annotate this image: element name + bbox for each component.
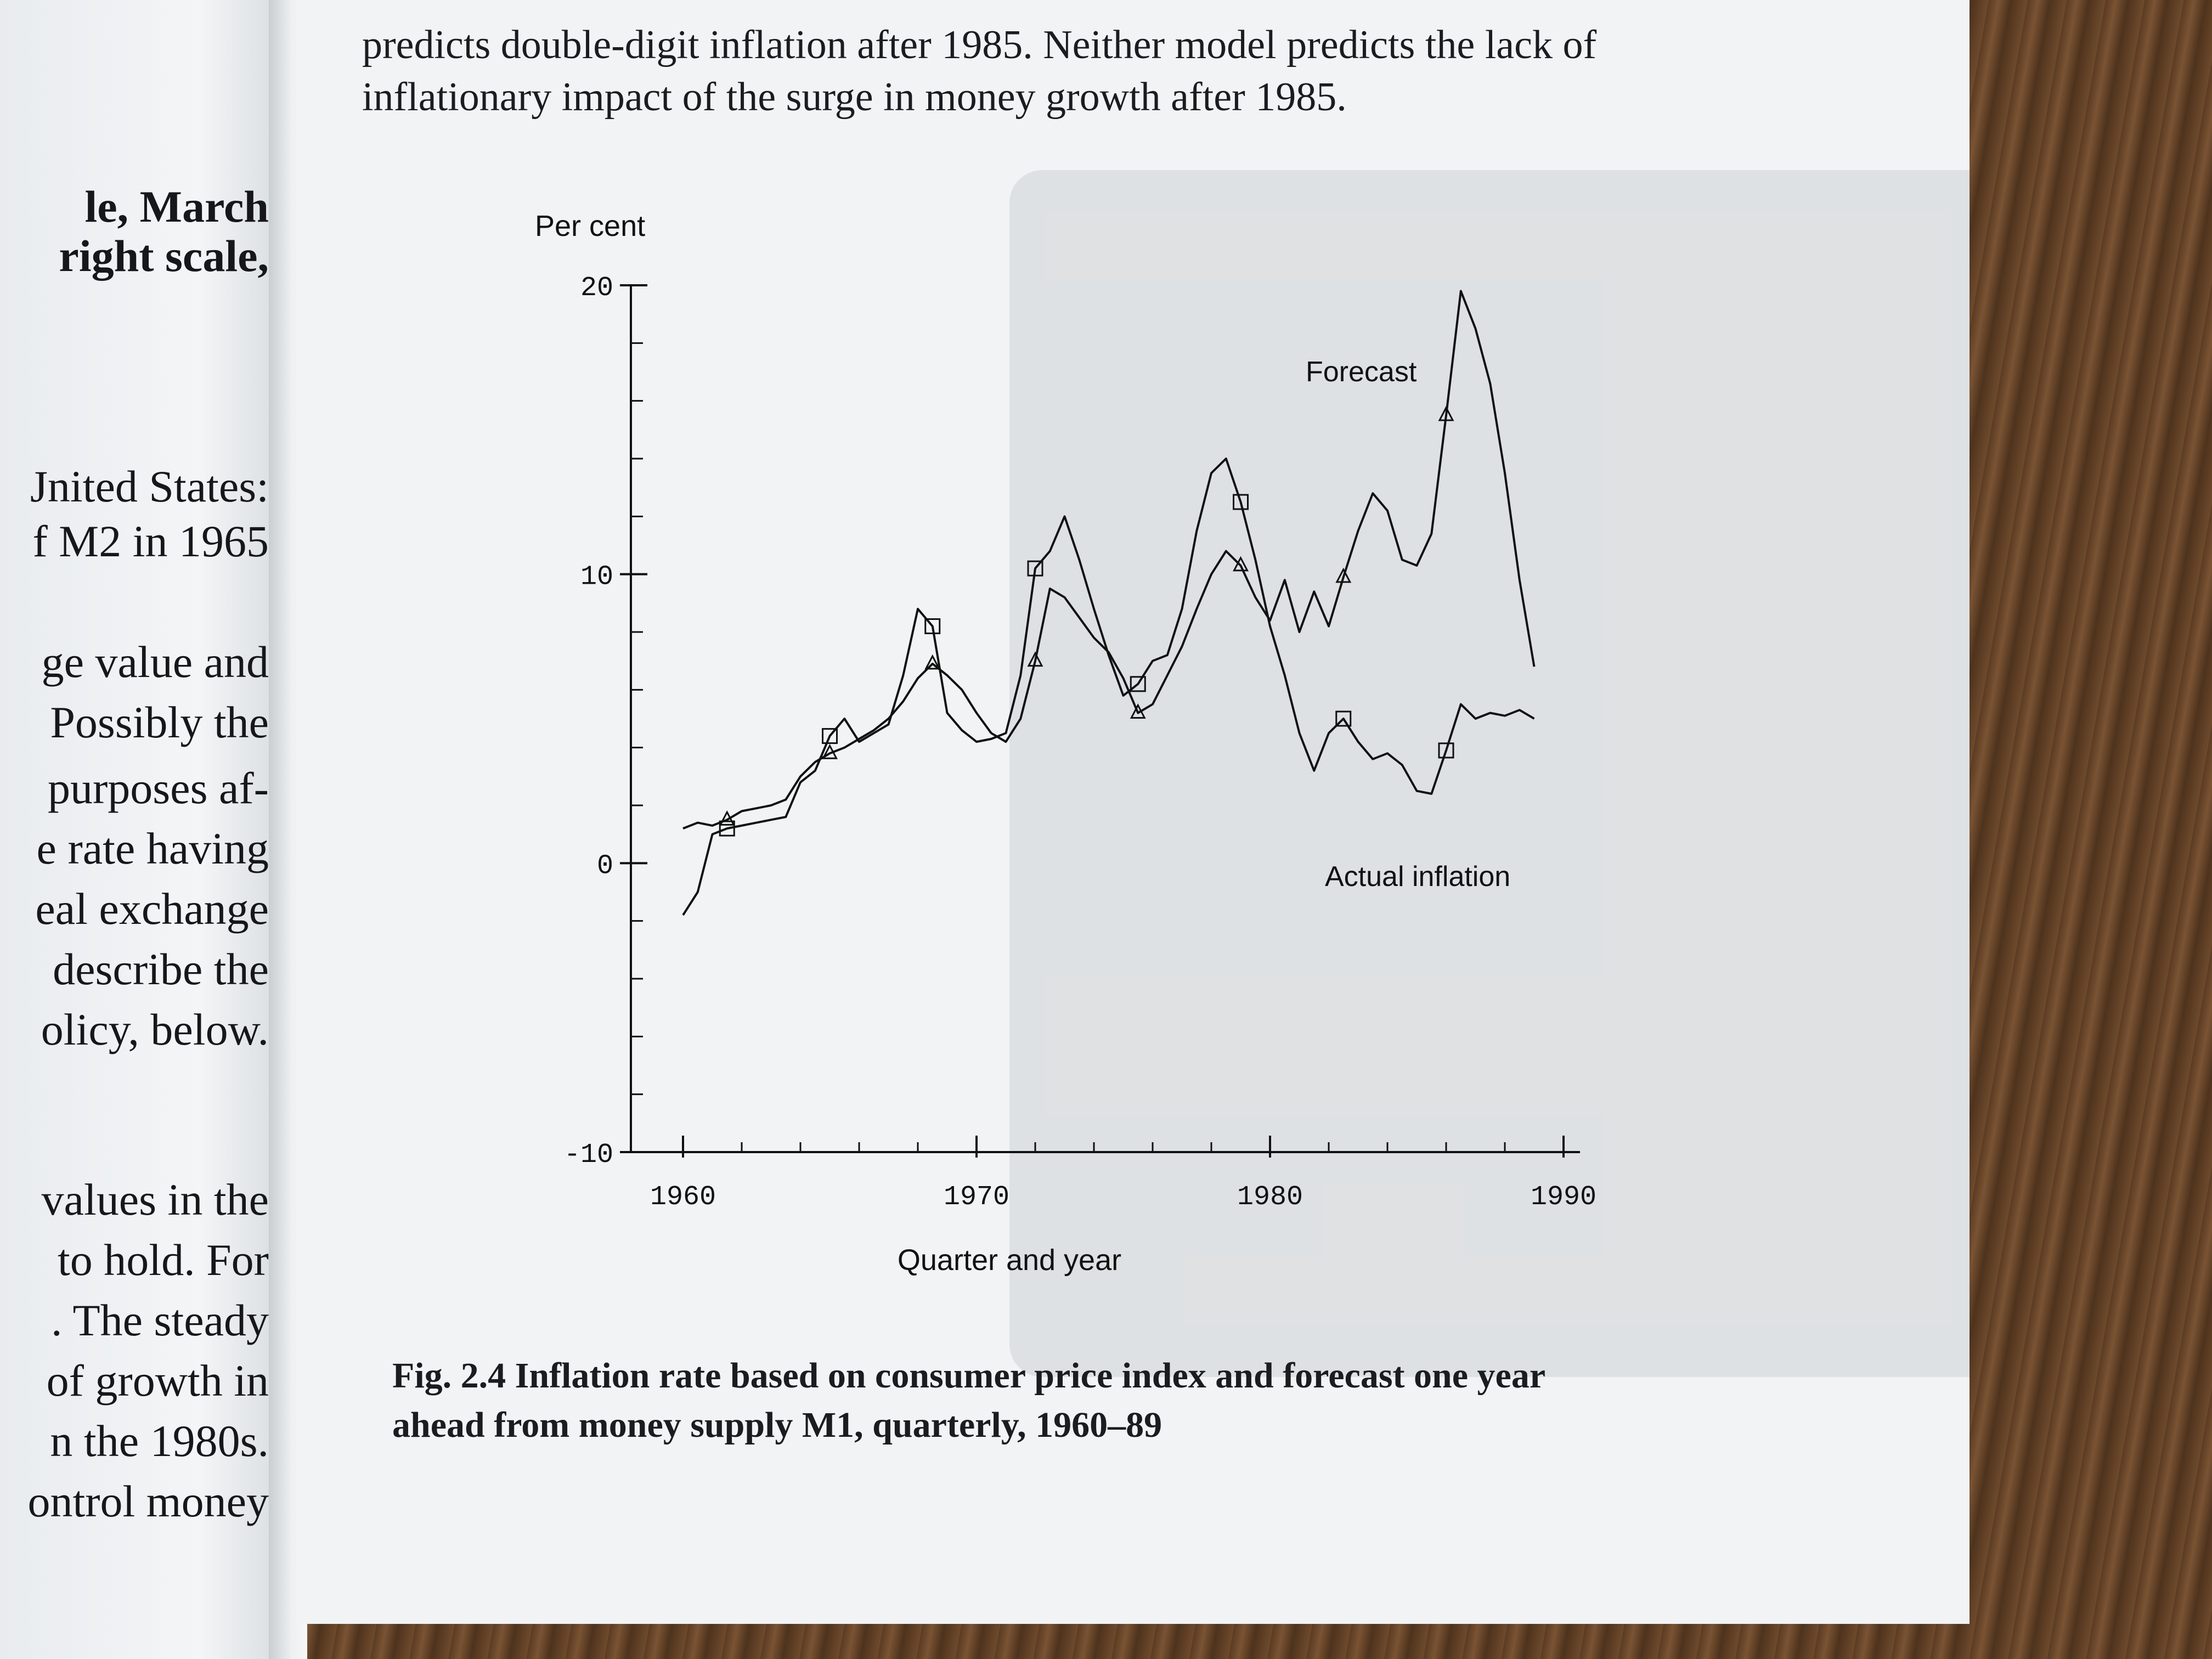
inflation-chart: Per cent Quarter and year Forecast Actua… [535, 210, 1596, 1277]
left-page-text-line: describe the [53, 944, 269, 994]
figure-caption-line-1: Fig. 2.4 Inflation rate based on consume… [392, 1356, 1546, 1396]
body-text-line-1: predicts double-digit inflation after 19… [362, 22, 1597, 67]
left-page-text-line: n the 1980s. [50, 1416, 269, 1466]
right-page [296, 0, 1970, 1624]
left-page-text-line: eal exchange [35, 884, 269, 934]
left-page-text-line: values in the [41, 1175, 269, 1224]
left-page-text-line: Jnited States: [30, 461, 269, 511]
left-page-text-line: of growth in [46, 1356, 269, 1406]
body-text-line-2: inflationary impact of the surge in mone… [362, 75, 1347, 120]
left-page-text-line: ge value and [41, 637, 269, 687]
actual-inflation-marker [924, 618, 941, 634]
left-page-text-line: Possibly the [50, 697, 269, 747]
x-tick-label: 1990 [1531, 1182, 1596, 1213]
forecast-marker [1438, 405, 1454, 421]
y-tick-label: 0 [597, 850, 613, 882]
left-page-text-line: f M2 in 1965 [32, 516, 269, 566]
forecast-marker [1027, 651, 1043, 667]
left-page-text-line: to hold. For [58, 1235, 269, 1285]
forecast-marker [822, 743, 838, 759]
y-tick-label: 10 [580, 562, 613, 593]
left-page-text-line: purposes af- [47, 763, 269, 813]
left-page-text-line: olicy, below. [41, 1005, 269, 1054]
actual-inflation-marker [822, 728, 838, 744]
actual-inflation-line [682, 458, 1535, 916]
figure-caption-line-2: ahead from money supply M1, quarterly, 1… [392, 1405, 1163, 1445]
actual-inflation-marker [1233, 494, 1249, 510]
actual-inflation-marker [719, 820, 735, 837]
hand-shadow [1009, 170, 1970, 1377]
y-tick-label: -10 [564, 1139, 613, 1171]
chart-axes: 20 10 0 -10 1960 1970 1980 1990 [564, 273, 1596, 1213]
y-tick-label: 20 [580, 273, 613, 304]
x-tick-label: 1970 [944, 1182, 1009, 1213]
left-page-text-line: ontrol money [27, 1476, 269, 1526]
x-tick-label: 1960 [650, 1182, 716, 1213]
forecast-marker [1233, 556, 1249, 572]
chart-series [682, 290, 1536, 916]
forecast-marker [1130, 703, 1146, 719]
actual-inflation-label: Actual inflation [1325, 861, 1510, 893]
actual-inflation-marker [1027, 560, 1043, 577]
left-page-text-line: le, March [84, 182, 269, 232]
forecast-marker [924, 654, 941, 670]
actual-inflation-marker [1438, 742, 1454, 759]
x-axis-label: Quarter and year [898, 1244, 1121, 1277]
actual-inflation-marker [1130, 676, 1146, 692]
left-page: le, March right scale, Jnited States: f M2 … [0, 0, 285, 1659]
forecast-marker [1335, 567, 1352, 583]
x-tick-label: 1980 [1237, 1182, 1303, 1213]
y-axis-label: Per cent [535, 210, 645, 242]
left-page-text-line: . The steady [51, 1295, 269, 1345]
forecast-marker [719, 810, 735, 826]
left-page-text-line: e rate having [36, 823, 269, 873]
forecast-label: Forecast [1306, 356, 1417, 388]
actual-inflation-marker [1335, 710, 1352, 727]
left-page-text-line: right scale, [59, 231, 269, 281]
